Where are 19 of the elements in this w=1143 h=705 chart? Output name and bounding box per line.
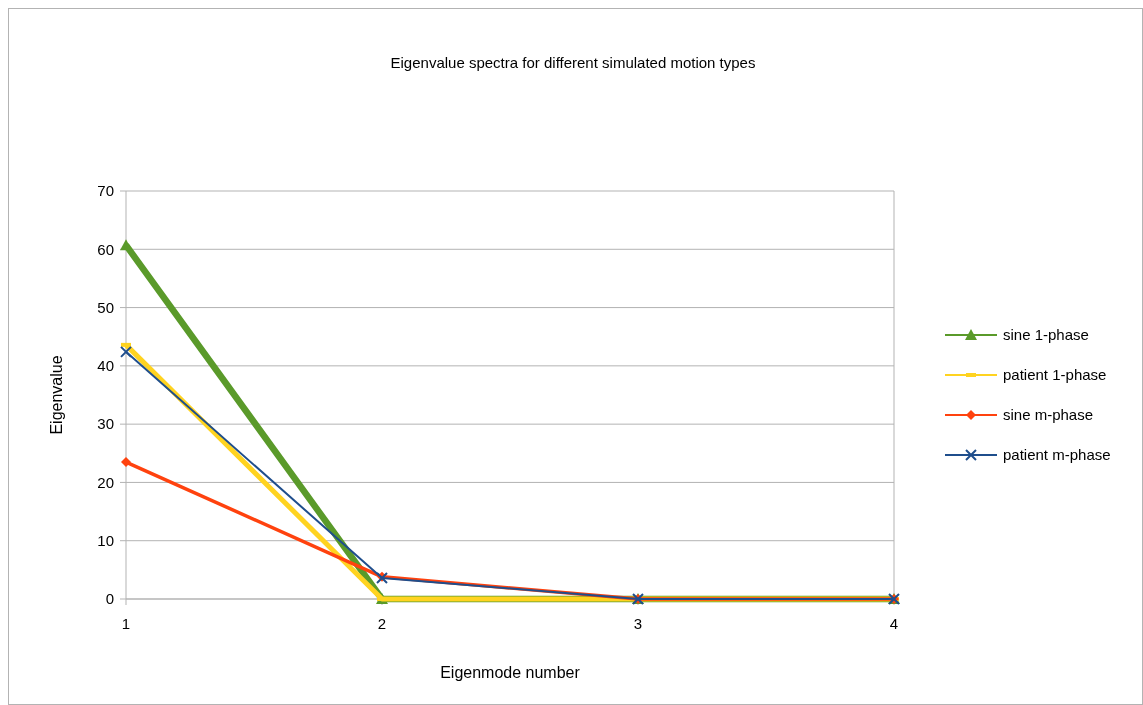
x-tick-label: 2 [377, 615, 387, 632]
y-tick-label: 70 [97, 182, 114, 200]
y-tick-label: 60 [97, 240, 114, 258]
legend-label: sine 1-phase [1003, 326, 1089, 344]
x-tick-label: 1 [121, 615, 131, 632]
x-tick-label: 3 [633, 615, 643, 632]
legend-label: patient m-phase [1003, 446, 1111, 464]
y-tick-label: 0 [105, 590, 114, 608]
y-tick-label: 20 [97, 473, 114, 491]
y-tick-label: 10 [97, 531, 114, 549]
y-tick-label: 50 [97, 298, 114, 316]
x-axis-title: Eigenmode number [440, 664, 581, 681]
chart-title: Eigenvalue spectra for different simulated motion types [390, 54, 756, 71]
y-tick-label: 40 [97, 357, 114, 375]
y-tick-label: 30 [97, 415, 114, 433]
legend-label: patient 1-phase [1003, 366, 1107, 384]
x-tick-label: 4 [889, 615, 899, 632]
legend-label: sine m-phase [1003, 406, 1094, 424]
y-axis-title: Eigenvalue [48, 355, 65, 435]
